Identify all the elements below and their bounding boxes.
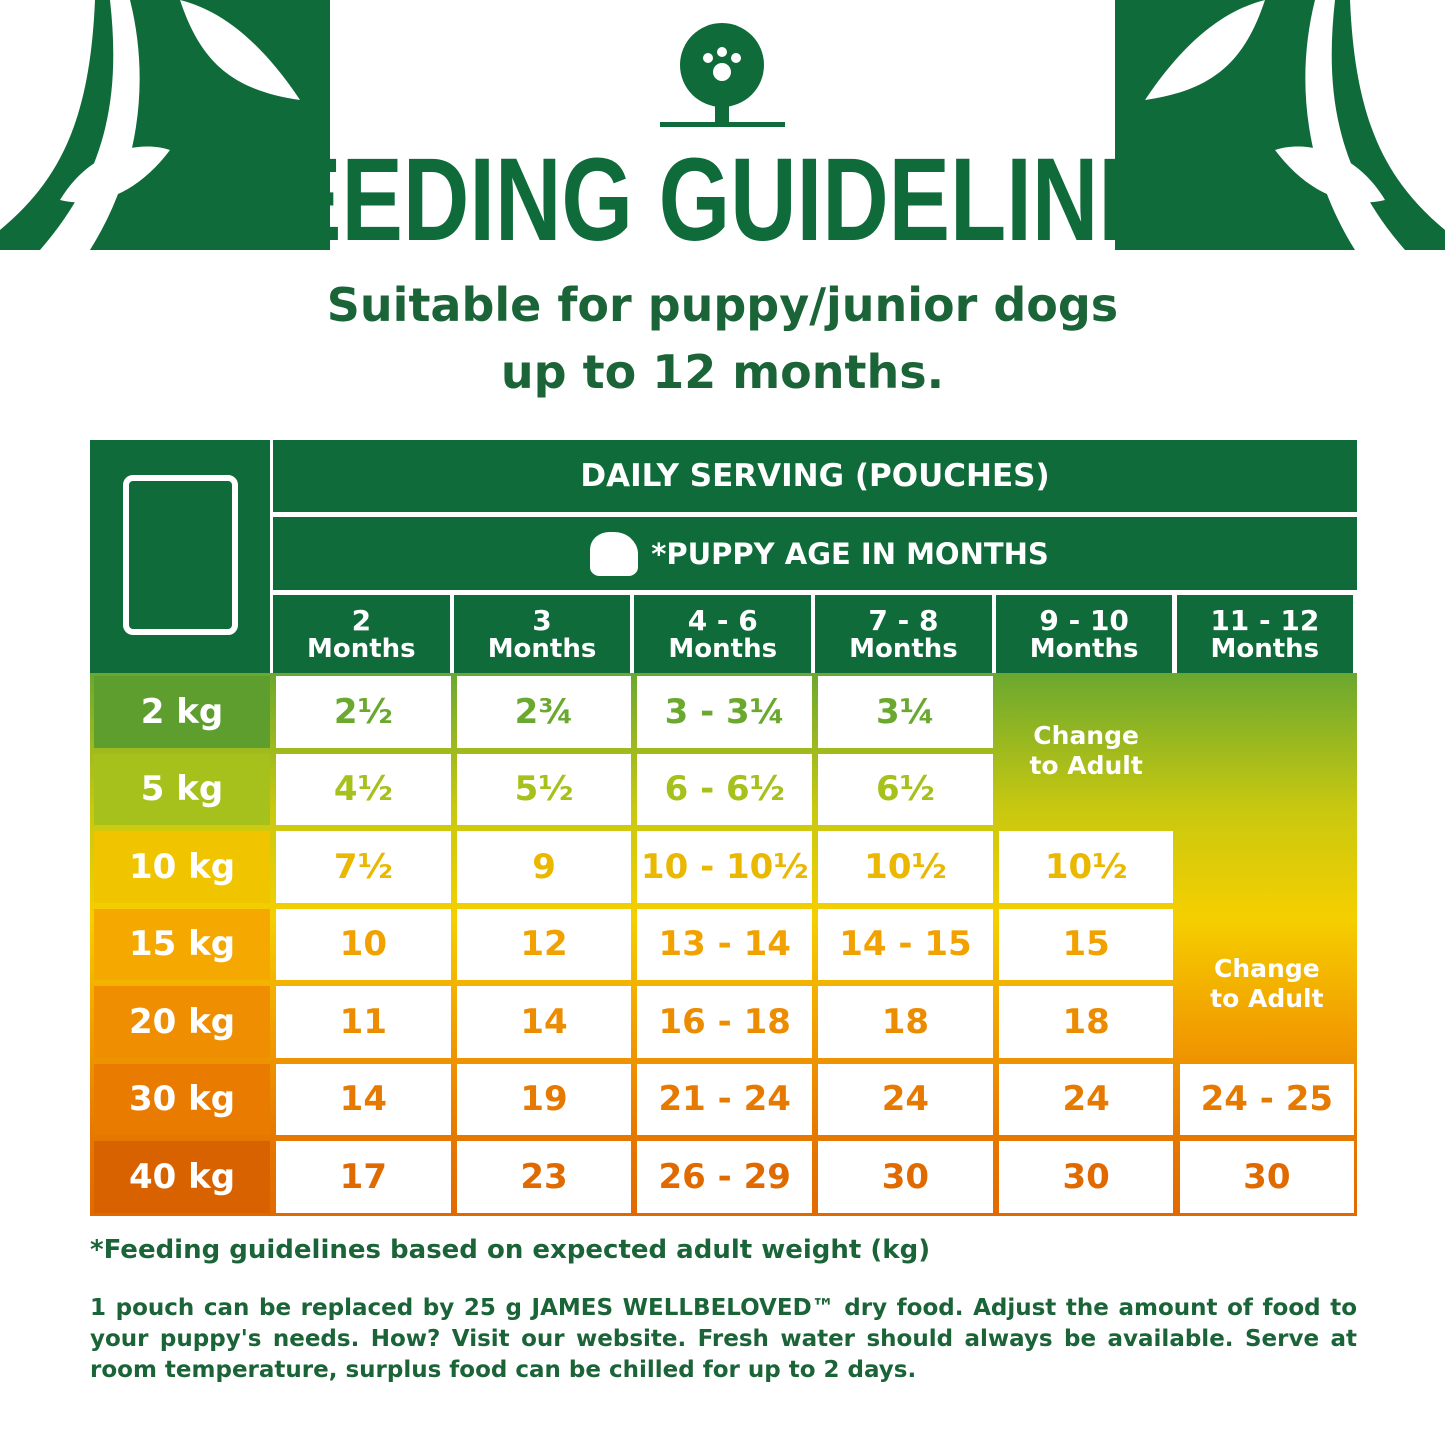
serving-cell: 11 <box>276 986 451 1058</box>
serving-cell: 4½ <box>276 753 451 825</box>
serving-cell: 10½ <box>818 831 993 903</box>
serving-cell: 30 <box>998 1141 1174 1213</box>
serving-cell: 7½ <box>276 831 451 903</box>
column-unit: Months <box>307 634 416 664</box>
serving-cell: 3 - 3¼ <box>637 676 813 748</box>
serving-cell: 24 - 25 <box>1179 1063 1355 1135</box>
serving-cell: 6 - 6½ <box>637 753 813 825</box>
serving-cell: 19 <box>456 1063 632 1135</box>
column-number: 3 <box>532 603 552 637</box>
serving-cell: 26 - 29 <box>637 1141 813 1213</box>
weight-cell: 15 kg <box>94 908 270 980</box>
column-unit: Months <box>487 634 597 664</box>
column-number: 2 <box>351 603 372 637</box>
serving-cell: 16 - 18 <box>637 986 813 1058</box>
serving-cell: 17 <box>276 1141 451 1213</box>
serving-cell: 5½ <box>456 753 632 825</box>
footnote: *Feeding guidelines based on expected ad… <box>90 1235 931 1265</box>
column-unit: Months <box>849 634 958 664</box>
subheading: *PUPPY AGE IN MONTHS <box>273 517 1357 590</box>
weight-cell: 10 kg <box>94 831 270 903</box>
serving-cell: 10 <box>276 908 451 980</box>
serving-cell: 18 <box>818 986 993 1058</box>
note: 1 pouch can be replaced by 25 g JAMES WE… <box>90 1295 1357 1383</box>
heading: DAILY SERVING (POUCHES) <box>273 440 1357 512</box>
merged-cell: Change <box>1214 953 1320 983</box>
merged-cell: Change <box>1033 721 1139 750</box>
serving-cell: 3¼ <box>818 676 993 748</box>
serving-cell: 18 <box>998 986 1174 1058</box>
column-unit: Months <box>1210 634 1320 664</box>
serving-cell: 14 <box>276 1063 451 1135</box>
serving-cell: 10½ <box>998 831 1174 903</box>
serving-cell: 9 <box>456 831 632 903</box>
weight-cell: 40 kg <box>94 1141 270 1213</box>
serving-cell: 30 <box>818 1141 993 1213</box>
serving-cell: 2½ <box>276 676 451 748</box>
serving-cell: 24 <box>818 1063 993 1135</box>
column-unit: Months <box>668 634 778 664</box>
merged-cell: to Adult <box>1029 751 1143 780</box>
column-header-bg <box>1176 595 1354 673</box>
column-header-bg <box>815 595 992 673</box>
serving-cell: 21 - 24 <box>637 1063 813 1135</box>
serving-cell: 15 <box>998 908 1174 980</box>
serving-cell: 14 <box>456 986 632 1058</box>
weight-cell: 20 kg <box>94 986 270 1058</box>
serving-cell: 14 - 15 <box>818 908 993 980</box>
dog-icon <box>590 532 638 576</box>
subtitle: Suitable for puppy/junior dogs <box>326 278 1119 332</box>
serving-cell: 23 <box>456 1141 632 1213</box>
column-number: 9 - 10 <box>1039 603 1129 637</box>
serving-cell: 30 <box>1179 1141 1355 1213</box>
column-header-bg <box>273 595 450 673</box>
serving-cell: 2¾ <box>456 676 632 748</box>
column-number: 7 - 8 <box>868 603 939 637</box>
column-unit: Months <box>1029 634 1139 664</box>
serving-cell: 10 - 10½ <box>637 831 813 903</box>
column-number: 4 - 6 <box>687 603 758 637</box>
weight-cell: 5 kg <box>94 753 270 825</box>
column-header-bg <box>634 595 812 673</box>
title: FEEDING GUIDELINES <box>223 134 1222 266</box>
serving-cell: 24 <box>998 1063 1174 1135</box>
serving-cell: 13 - 14 <box>637 908 813 980</box>
column-number: 11 - 12 <box>1210 603 1320 637</box>
pouch-icon <box>123 475 238 635</box>
subtitle: up to 12 months. <box>500 345 945 399</box>
column-header-bg <box>453 595 631 673</box>
serving-cell: 12 <box>456 908 632 980</box>
serving-cell: 6½ <box>818 753 993 825</box>
merged-cell: to Adult <box>1210 983 1324 1013</box>
decoration <box>0 0 1445 250</box>
weight-cell: 2 kg <box>94 676 270 748</box>
weight-cell: 30 kg <box>94 1063 270 1135</box>
column-header-bg <box>995 595 1173 673</box>
